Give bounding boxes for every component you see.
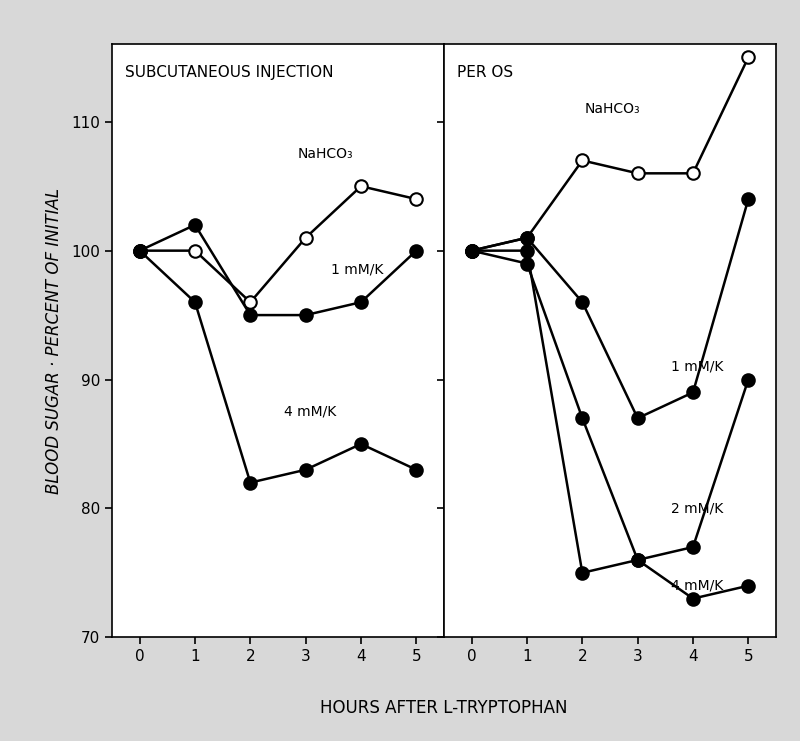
Text: NaHCO₃: NaHCO₃: [585, 102, 641, 116]
Text: 1 mM/K: 1 mM/K: [671, 359, 723, 373]
Text: HOURS AFTER L-TRYPTOPHAN: HOURS AFTER L-TRYPTOPHAN: [320, 699, 568, 717]
Text: 2 mM/K: 2 mM/K: [671, 502, 723, 516]
Text: 1 mM/K: 1 mM/K: [330, 263, 383, 277]
Text: NaHCO₃: NaHCO₃: [298, 147, 353, 161]
Text: SUBCUTANEOUS INJECTION: SUBCUTANEOUS INJECTION: [126, 65, 334, 80]
Text: 4 mM/K: 4 mM/K: [283, 405, 336, 419]
Y-axis label: BLOOD SUGAR · PERCENT OF INITIAL: BLOOD SUGAR · PERCENT OF INITIAL: [45, 187, 63, 494]
Text: 4 mM/K: 4 mM/K: [671, 579, 723, 593]
Text: PER OS: PER OS: [458, 65, 514, 80]
